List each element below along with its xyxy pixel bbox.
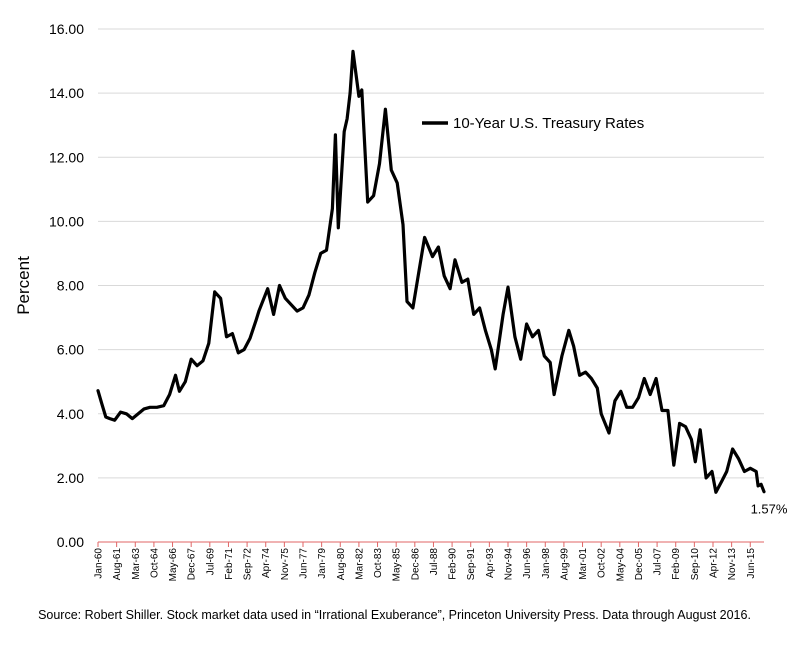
x-tick-label: Mar-82 xyxy=(354,548,365,580)
y-tick-label: 2.00 xyxy=(57,470,84,486)
y-tick-label: 14.00 xyxy=(49,85,84,101)
treasury-rate-chart: 0.00 2.00 4.00 6.00 8.00 10.00 12.00 14.00 16.00… xyxy=(14,21,788,581)
x-tick-label: Nov-13 xyxy=(727,548,738,581)
x-tick-label: Aug-99 xyxy=(559,548,570,581)
x-tick-label: Feb-90 xyxy=(448,548,459,580)
x-tick-label: Aug-61 xyxy=(112,548,123,581)
x-tick-label: Nov-75 xyxy=(280,548,291,581)
y-tick-label: 12.00 xyxy=(49,149,84,165)
x-axis-ticks: Jan-60 Aug-61 Mar-63 Oct-64 May-66 Dec-67 Jul-… xyxy=(94,542,757,581)
x-tick-label: Feb-09 xyxy=(671,548,682,580)
x-tick-label: May-66 xyxy=(168,548,179,582)
x-tick-label: Apr-74 xyxy=(261,548,272,578)
x-tick-label: Apr-93 xyxy=(485,548,496,578)
y-tick-label: 8.00 xyxy=(57,278,84,294)
x-tick-label: May-85 xyxy=(392,548,403,582)
x-tick-label: Oct-83 xyxy=(373,548,384,578)
x-tick-label: Jan-98 xyxy=(541,548,552,579)
legend-label: 10-Year U.S. Treasury Rates xyxy=(453,115,644,132)
end-value-annotation: 1.57% xyxy=(751,502,788,517)
x-tick-label: Jul-88 xyxy=(429,548,440,576)
x-tick-label: Oct-02 xyxy=(597,548,608,578)
x-tick-label: Sep-10 xyxy=(690,548,701,581)
y-tick-label: 10.00 xyxy=(49,213,84,229)
x-tick-label: Jun-15 xyxy=(746,548,757,579)
series-line-10-year-treasury xyxy=(96,49,766,494)
x-tick-label: Mar-01 xyxy=(578,548,589,580)
gridlines xyxy=(98,28,764,479)
x-tick-label: Jun-96 xyxy=(522,548,533,579)
legend: 10-Year U.S. Treasury Rates xyxy=(422,115,644,132)
x-tick-label: Nov-94 xyxy=(503,548,514,581)
x-tick-label: Dec-05 xyxy=(634,548,645,581)
x-tick-label: Jan-60 xyxy=(94,548,105,579)
x-tick-label: Dec-86 xyxy=(410,548,421,581)
x-tick-label: Jul-07 xyxy=(653,548,664,576)
x-tick-label: Dec-67 xyxy=(187,548,198,581)
y-axis-tick-labels: 0.00 2.00 4.00 6.00 8.00 10.00 12.00 14.00 16.00 xyxy=(49,21,84,550)
x-tick-label: Oct-64 xyxy=(149,548,160,578)
y-tick-label: 4.00 xyxy=(57,406,84,422)
x-tick-label: Aug-80 xyxy=(336,548,347,581)
x-tick-label: Mar-63 xyxy=(131,548,142,580)
x-tick-label: Jul-69 xyxy=(205,548,216,576)
x-tick-label: May-04 xyxy=(615,548,626,582)
x-tick-label: Sep-91 xyxy=(466,548,477,581)
x-tick-label: Apr-12 xyxy=(708,548,719,578)
y-tick-label: 0.00 xyxy=(57,534,84,550)
y-axis-label: Percent xyxy=(14,256,33,315)
x-tick-label: Feb-71 xyxy=(224,548,235,580)
source-note: Source: Robert Shiller. Stock market dat… xyxy=(38,608,751,622)
x-tick-label: Sep-72 xyxy=(243,548,254,581)
y-tick-label: 16.00 xyxy=(49,21,84,37)
x-tick-label: Jun-77 xyxy=(298,548,309,579)
x-tick-label: Jan-79 xyxy=(317,548,328,579)
y-tick-label: 6.00 xyxy=(57,342,84,358)
